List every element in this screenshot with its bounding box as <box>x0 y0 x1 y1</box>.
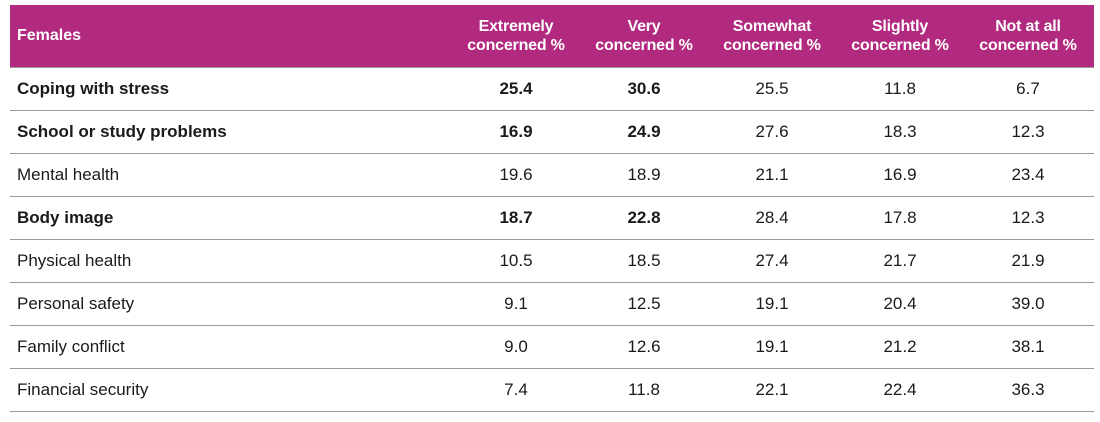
cell-value: 38.1 <box>1011 337 1045 356</box>
cell-value: 21.9 <box>1011 251 1045 270</box>
row-label: Mental health <box>17 165 120 184</box>
cell-value: 12.5 <box>627 294 661 313</box>
header-extremely-concerned: Extremely concerned % <box>452 17 580 55</box>
cell-value: 10.5 <box>499 251 533 270</box>
cell-value: 18.7 <box>499 208 533 227</box>
table-header: Females Extremely concerned % Very conce… <box>10 5 1094 67</box>
row-label: Physical health <box>17 251 132 270</box>
cell-value: 30.6 <box>627 79 661 98</box>
table-row: Physical health 10.5 18.5 27.4 21.7 21.9 <box>10 240 1094 283</box>
cell-value: 22.1 <box>755 380 789 399</box>
cell-value: 39.0 <box>1011 294 1045 313</box>
cell-value: 21.2 <box>883 337 917 356</box>
table-row: Personal safety 9.1 12.5 19.1 20.4 39.0 <box>10 283 1094 326</box>
cell-value: 28.4 <box>755 208 789 227</box>
cell-value: 24.9 <box>627 122 661 141</box>
cell-value: 18.3 <box>883 122 917 141</box>
cell-value: 12.3 <box>1011 122 1045 141</box>
row-label: Family conflict <box>17 337 125 356</box>
cell-value: 19.1 <box>755 294 789 313</box>
header-line: concerned % <box>723 37 821 54</box>
header-label: Females <box>17 27 82 44</box>
table-row: Coping with stress 25.4 30.6 25.5 11.8 6.7 <box>10 68 1094 111</box>
cell-value: 25.5 <box>755 79 789 98</box>
row-label: School or study problems <box>17 122 227 141</box>
header-line: Slightly <box>871 18 929 35</box>
cell-value: 12.3 <box>1011 208 1045 227</box>
cell-value: 9.1 <box>504 294 528 313</box>
cell-value: 18.9 <box>627 165 661 184</box>
cell-value: 16.9 <box>499 122 533 141</box>
table-row: Family conflict 9.0 12.6 19.1 21.2 38.1 <box>10 326 1094 369</box>
cell-value: 22.8 <box>627 208 661 227</box>
cell-value: 21.1 <box>755 165 789 184</box>
cell-value: 12.6 <box>627 337 661 356</box>
table-row: Body image 18.7 22.8 28.4 17.8 12.3 <box>10 197 1094 240</box>
table-row: Financial security 7.4 11.8 22.1 22.4 36.3 <box>10 369 1094 412</box>
concern-table: Females Extremely concerned % Very conce… <box>10 5 1094 412</box>
cell-value: 19.6 <box>499 165 533 184</box>
header-line: concerned % <box>467 37 565 54</box>
row-label: Coping with stress <box>17 79 170 98</box>
header-line: concerned % <box>851 37 949 54</box>
row-label: Personal safety <box>17 294 135 313</box>
cell-value: 18.5 <box>627 251 661 270</box>
cell-value: 19.1 <box>755 337 789 356</box>
header-line: Very <box>627 18 661 35</box>
cell-value: 23.4 <box>1011 165 1045 184</box>
cell-value: 27.4 <box>755 251 789 270</box>
header-line: Extremely <box>478 18 554 35</box>
row-label: Body image <box>17 208 114 227</box>
cell-value: 22.4 <box>883 380 917 399</box>
cell-value: 9.0 <box>504 337 528 356</box>
table-row: School or study problems 16.9 24.9 27.6 18.3… <box>10 111 1094 154</box>
cell-value: 11.8 <box>884 79 916 98</box>
cell-value: 11.8 <box>628 380 660 399</box>
header-slightly-concerned: Slightly concerned % <box>836 17 964 55</box>
header-very-concerned: Very concerned % <box>580 17 708 55</box>
cell-value: 36.3 <box>1011 380 1045 399</box>
header-line: concerned % <box>979 37 1077 54</box>
header-line: Not at all <box>995 18 1061 35</box>
header-not-at-all-concerned: Not at all concerned % <box>964 17 1092 55</box>
cell-value: 20.4 <box>883 294 917 313</box>
cell-value: 21.7 <box>883 251 917 270</box>
cell-value: 27.6 <box>755 122 789 141</box>
cell-value: 6.7 <box>1016 79 1040 98</box>
table-row: Mental health 19.6 18.9 21.1 16.9 23.4 <box>10 154 1094 197</box>
cell-value: 7.4 <box>504 380 528 399</box>
table-body: Coping with stress 25.4 30.6 25.5 11.8 6.7 Sch… <box>10 67 1094 412</box>
row-label: Financial security <box>17 380 149 399</box>
header-line: concerned % <box>595 37 693 54</box>
header-somewhat-concerned: Somewhat concerned % <box>708 17 836 55</box>
header-line: Somewhat <box>732 18 812 35</box>
cell-value: 16.9 <box>883 165 917 184</box>
cell-value: 25.4 <box>499 79 533 98</box>
cell-value: 17.8 <box>883 208 917 227</box>
